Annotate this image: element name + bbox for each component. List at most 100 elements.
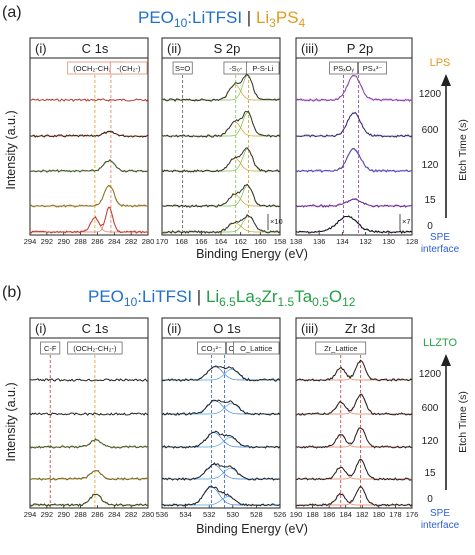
x-tick-label: 294 <box>24 237 37 246</box>
spectrum-line <box>295 74 413 102</box>
spectrum-line <box>295 427 413 449</box>
row-b-panel-o1s: (ii)O 1s536534532530528526CO₃²⁻OH⁻O_Latt… <box>156 317 286 519</box>
x-tick-label: 186 <box>323 510 336 519</box>
spectrum-line <box>161 485 281 507</box>
fit-component <box>162 194 280 207</box>
panel-title-box <box>295 317 413 339</box>
x-tick-label: 290 <box>57 510 70 519</box>
fit-component <box>162 157 280 172</box>
row-b-title-sep: | <box>192 287 206 306</box>
x-tick-label: 188 <box>306 510 319 519</box>
fit-component <box>162 366 280 381</box>
fit-component <box>296 427 412 448</box>
row-a-ylabel: Intensity (a.u.) <box>4 110 18 189</box>
fit-component <box>296 486 412 506</box>
x-tick-label: 292 <box>41 510 54 519</box>
spectrum-line <box>29 493 149 507</box>
peak-tag-label: (OCH₂-CH₂-) <box>73 64 117 73</box>
spectrum-line <box>161 462 281 481</box>
panel-title-box <box>161 317 281 339</box>
row-b-material: LLZTO <box>423 337 457 349</box>
peak-tag-box <box>315 341 367 355</box>
row-b-title-ta-sub: 0.5 <box>312 295 329 309</box>
x-tick-label: 162 <box>234 237 247 246</box>
row-a-title-peo-sub: 10 <box>174 16 188 30</box>
fit-component <box>162 75 280 101</box>
fit-component <box>162 437 280 448</box>
row-a-title-li: Li <box>256 8 269 27</box>
row-b-spe: SPE <box>430 508 450 519</box>
row-b-title-ta: Ta <box>294 287 313 306</box>
fit-component <box>162 402 280 415</box>
x-tick-label: 130 <box>383 237 396 246</box>
etch-time-label: 0 <box>427 494 433 505</box>
fit-component <box>30 207 148 233</box>
x-tick-label: 128 <box>406 237 419 246</box>
row-a-material: LPS <box>430 57 451 69</box>
row-a-side-label: Etch Time (s) <box>457 119 469 181</box>
peak-tag-label: PS₄³⁻ <box>363 64 383 73</box>
row-a-panel-s2p: (ii) S 2p 170 168 166 164 162 160 158 S=O -S₀- P-S-… <box>156 37 287 246</box>
fit-component <box>296 112 412 137</box>
x-tick-label: 536 <box>156 510 169 519</box>
peak-tag-box <box>67 341 123 355</box>
spectrum-line <box>161 430 281 449</box>
row-b-title: PEO10:LiTFSI | Li6.5La3Zr1.5Ta0.5O12 <box>88 287 356 309</box>
x-tick-label: 288 <box>74 510 87 519</box>
x-tick-label: 284 <box>108 510 121 519</box>
x-tick-label: 182 <box>356 510 369 519</box>
panel-title: C 1s <box>82 41 109 56</box>
panel-title: P 2p <box>347 41 374 56</box>
row-b-title-li-sub: 6.5 <box>219 295 236 309</box>
fit-component <box>162 112 280 137</box>
x-tick-label: 282 <box>125 510 138 519</box>
row-a-title: PEO10:LiTFSI | Li3PS4 <box>138 8 306 30</box>
x-tick-label: 170 <box>156 237 169 246</box>
fit-component <box>296 216 412 233</box>
x-tick-label: 180 <box>373 510 386 519</box>
panel-roman-label: (iii) <box>301 321 318 336</box>
row-a-etch-times: 1200 600 120 15 0 <box>419 89 442 232</box>
peak-tag-label: S=O <box>175 64 190 73</box>
spectrum-line <box>29 158 149 173</box>
x-tick-label: 292 <box>41 237 54 246</box>
x-tick-label: 132 <box>359 237 372 246</box>
panel-title: O 1s <box>213 321 241 336</box>
row-a: (a) PEO10:LiTFSI | Li3PS4 Intensity (a.u… <box>2 4 469 261</box>
x-tick-label: 530 <box>227 510 240 519</box>
peak-tag-label: O_Lattice <box>240 344 272 353</box>
x-tick-label: 134 <box>336 237 349 246</box>
x-tick-label: 294 <box>24 510 37 519</box>
fit-component <box>162 368 280 381</box>
x-tick-label: 528 <box>250 510 263 519</box>
fit-component <box>162 84 280 101</box>
panel-title: C 1s <box>82 321 109 336</box>
spectrum-line <box>295 393 413 416</box>
spectrum-line <box>161 365 281 382</box>
peak-tag-label: PSₓOᵧ <box>333 64 354 73</box>
etch-time-label: 0 <box>427 221 433 232</box>
row-b-title-peo: PEO <box>88 287 124 306</box>
panel-roman-label: (ii) <box>167 321 181 336</box>
row-a-panel-c1s: (i) C 1s 294 292 290 288 286 284 282 280 (OCH₂-CH₂… <box>24 37 154 246</box>
spectrum-line <box>29 98 149 102</box>
row-a-title-ps-sub: 4 <box>299 16 306 30</box>
spectrum-line <box>29 378 149 382</box>
peak-tag-box <box>197 341 226 355</box>
x-tick-label: 280 <box>142 510 155 519</box>
fit-component <box>162 496 280 506</box>
x-tick-label: 190 <box>290 510 303 519</box>
panel-title-box <box>29 37 149 59</box>
peak-tag-box <box>329 61 358 75</box>
row-a-title-peo: PEO <box>138 8 174 27</box>
x-tick-label: 166 <box>195 237 208 246</box>
peak-tag-box <box>172 61 193 75</box>
peak-tag-label: CO₃²⁻ <box>201 344 222 353</box>
row-b-title-zr-sub: 1.5 <box>278 295 295 309</box>
spectrum-line <box>295 147 413 173</box>
row-b-title-o-sub: 12 <box>342 295 356 309</box>
row-a-title-sep: | <box>242 8 256 27</box>
x-tick-label: 158 <box>274 237 287 246</box>
peak-tag-label: P-S-Li <box>252 64 273 73</box>
panel-roman-label: (i) <box>35 41 47 56</box>
